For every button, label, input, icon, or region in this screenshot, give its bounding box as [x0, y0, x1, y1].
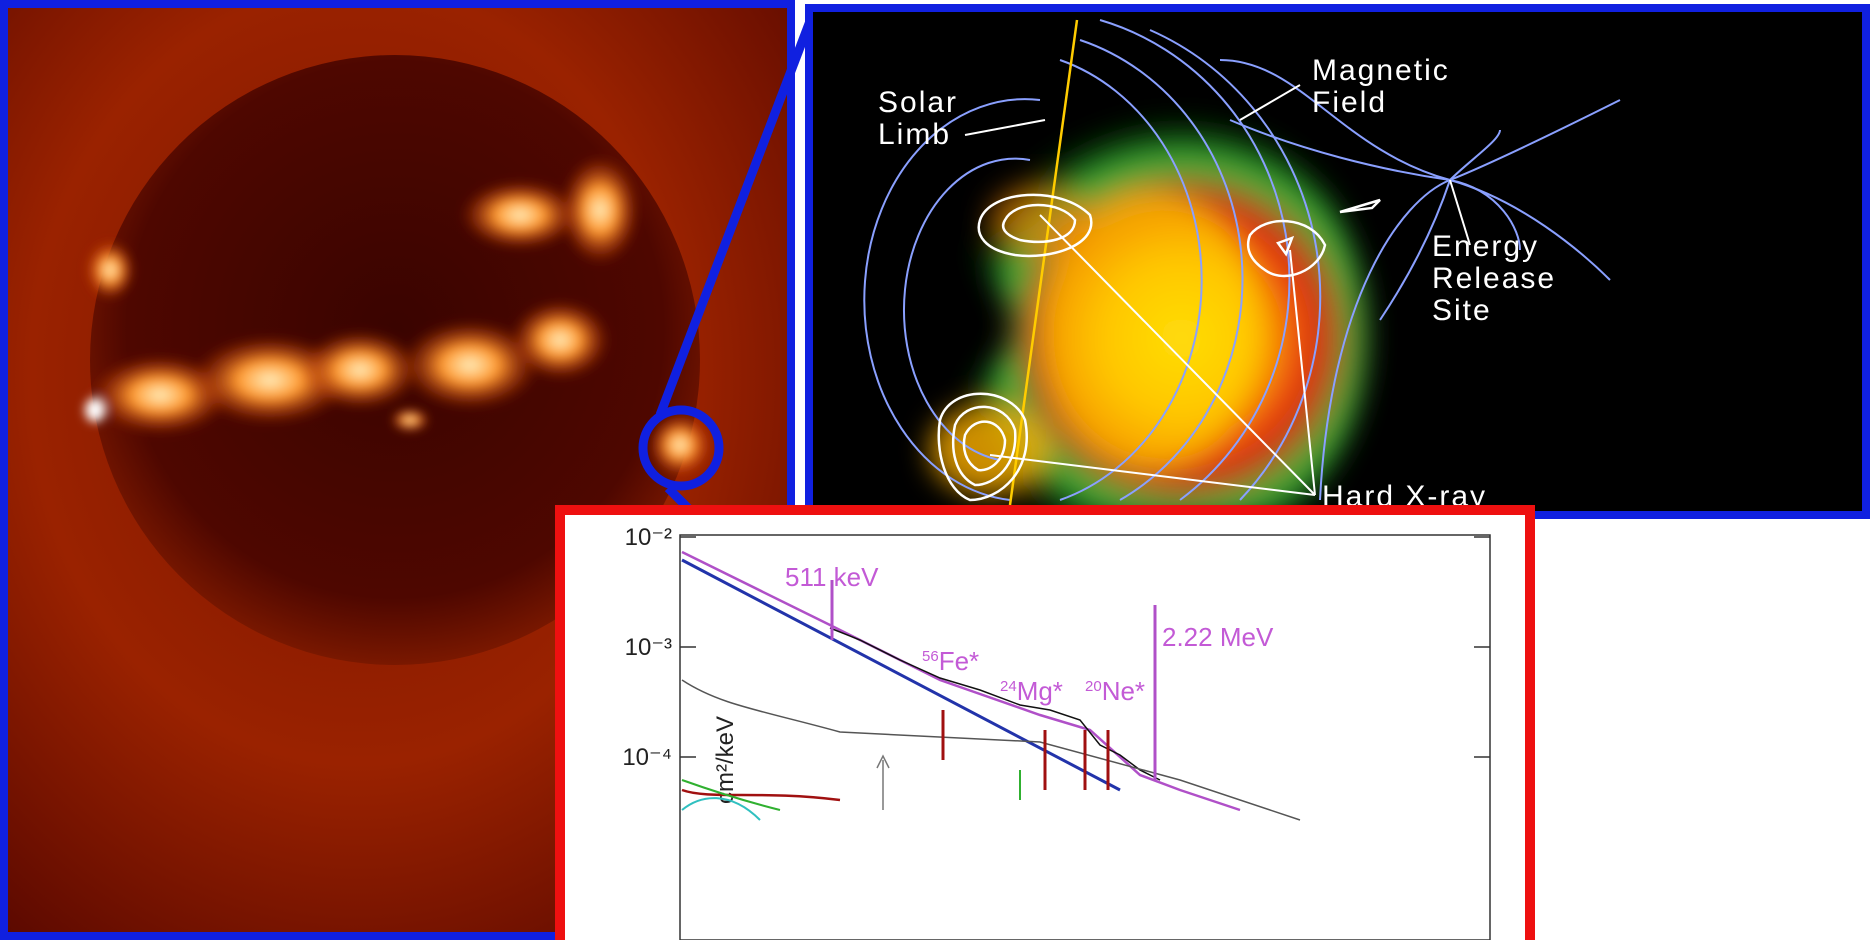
y-tick-label: 10⁻²	[625, 524, 672, 551]
isotope-mass: 56	[922, 648, 939, 665]
page: {"flare_panel":{"solar_limb":["Solar","L…	[0, 0, 1870, 940]
figure: SolarLimb MagneticField EnergyReleaseSit…	[0, 0, 1870, 940]
isotope-name: Mg*	[1017, 676, 1063, 706]
label-line: Site	[1432, 294, 1492, 327]
y-tick-label: 10⁻³	[625, 634, 672, 661]
label-line: Limb	[878, 118, 951, 151]
isotope-name: Fe*	[939, 646, 979, 676]
label-line: Release	[1432, 262, 1556, 295]
label-line: Magnetic	[1312, 54, 1450, 87]
isotope-mass: 20	[1085, 678, 1102, 695]
spectrum-panel: cm²/keV 511 keV 56Fe* 24Mg* 20Ne* 2.22 M…	[560, 510, 1530, 940]
spectrum-background	[560, 510, 1530, 940]
isotope-mass: 24	[1000, 678, 1017, 695]
line-label: 511 keV	[785, 562, 879, 592]
label-line: Solar	[878, 86, 958, 119]
isotope-name: Ne*	[1102, 676, 1145, 706]
y-tick-label: 10⁻⁴	[622, 744, 672, 771]
line-label: 2.22 MeV	[1162, 622, 1274, 652]
label-line: Field	[1312, 86, 1387, 119]
label-line: Energy	[1432, 230, 1539, 263]
